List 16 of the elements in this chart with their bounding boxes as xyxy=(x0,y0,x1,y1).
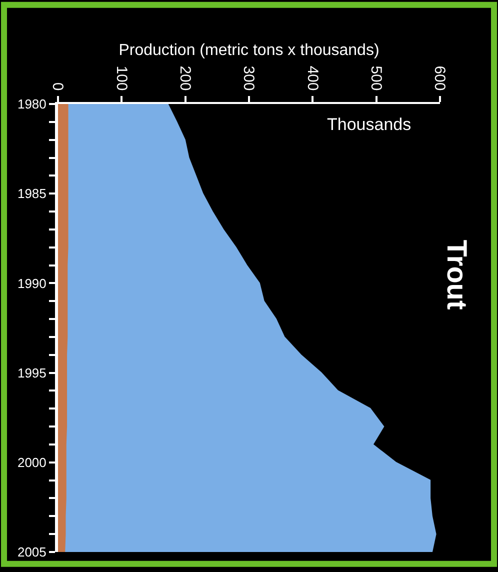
y-tick-label: 1990 xyxy=(17,276,46,291)
y-tick-label: 2005 xyxy=(17,544,46,560)
x-tick-label: 500 xyxy=(367,66,384,91)
y-tick-label: 2000 xyxy=(17,454,46,470)
x-axis-title: Production (metric tons x thousands) xyxy=(118,42,380,60)
text: Trout xyxy=(442,240,473,310)
y-tick-label: 1985 xyxy=(17,186,46,202)
x-tick-label: 600 xyxy=(431,66,448,91)
y-tick-label: 1980 xyxy=(17,96,46,112)
x-tick-label: 300 xyxy=(240,66,258,91)
y-tick-label: 1995 xyxy=(17,365,46,380)
x-tick-label: 0 xyxy=(49,82,66,91)
x-tick-label: 200 xyxy=(176,66,194,91)
x-tick-label: 400 xyxy=(304,66,321,91)
x-tick-label: 100 xyxy=(112,66,130,91)
annotation: Thousands xyxy=(327,115,412,134)
